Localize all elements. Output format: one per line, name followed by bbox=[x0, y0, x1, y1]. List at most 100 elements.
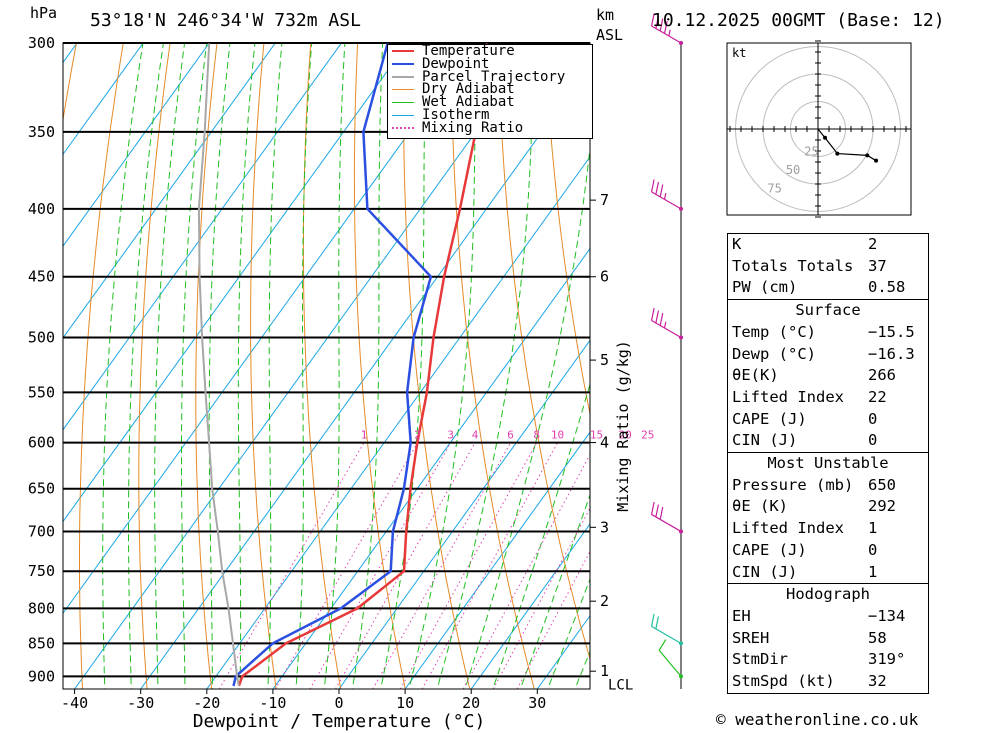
hodograph-unit-label: kt bbox=[732, 46, 746, 60]
dry-adiabat-line bbox=[79, 43, 124, 689]
x-tick-label: 0 bbox=[334, 694, 343, 712]
stmdir-row: StmDir 319° bbox=[732, 650, 906, 669]
wet-adiabat-line bbox=[323, 43, 346, 689]
asl-label: ASL bbox=[596, 26, 624, 44]
x-tick-label: 30 bbox=[528, 694, 546, 712]
wet-adiabat-line bbox=[102, 43, 144, 689]
hodograph: kt 25 50 75 bbox=[726, 40, 912, 218]
pressure-tick-label: 400 bbox=[28, 200, 55, 218]
surface-title: Surface bbox=[728, 299, 928, 322]
wind-barb bbox=[650, 307, 683, 340]
x-tick-label: -10 bbox=[259, 694, 286, 712]
mu-pressure-row: Pressure (mb) 650 bbox=[732, 475, 896, 494]
wind-barb-dot bbox=[679, 335, 683, 340]
mixing-ratio-line bbox=[516, 550, 590, 689]
pressure-tick-label: 650 bbox=[28, 480, 55, 498]
mixing-ratio-line bbox=[399, 442, 538, 689]
x-tick-label: -40 bbox=[61, 694, 88, 712]
mixing-ratio-lines bbox=[218, 442, 590, 689]
mixing-ratio-value-label: 2 bbox=[414, 429, 421, 442]
mixing-ratio-value-label: 4 bbox=[472, 429, 479, 442]
mixing-ratio-value-label: 25 bbox=[641, 429, 654, 442]
x-axis-label: Dewpoint / Temperature (°C) bbox=[193, 711, 486, 732]
km-tick-label: 3 bbox=[600, 518, 609, 536]
dry-adiabat-line bbox=[544, 43, 590, 417]
pressure-tick-label: 700 bbox=[28, 522, 55, 540]
dry-adiabat-line bbox=[138, 43, 171, 689]
wind-barb-dot bbox=[679, 529, 683, 534]
isotherm-line bbox=[470, 523, 590, 689]
totals-totals-row: Totals Totals 37 bbox=[732, 256, 887, 275]
legend-item-mixing-ratio: Mixing Ratio bbox=[388, 121, 592, 135]
lcl-label: LCL bbox=[608, 678, 633, 694]
mixing-ratio-line bbox=[462, 453, 590, 689]
isotherm-line bbox=[404, 431, 590, 689]
mixing-ratio-value-label: 6 bbox=[507, 429, 514, 442]
mixing-ratio-value-label: 8 bbox=[533, 429, 540, 442]
legend-item-isotherm: Isotherm bbox=[388, 108, 592, 122]
most-unstable-title: Most Unstable bbox=[728, 452, 928, 475]
wet-adiabat-line bbox=[380, 43, 427, 689]
mu-cin-row: CIN (J) 1 bbox=[732, 562, 878, 581]
mixing-ratio-value-label: 3 bbox=[447, 429, 454, 442]
wet-adiabat-line bbox=[154, 43, 186, 689]
pressure-tick-label: 450 bbox=[28, 268, 55, 286]
hodograph-point bbox=[874, 158, 879, 163]
dry-adiabat-line bbox=[250, 43, 277, 689]
isotherm-line bbox=[63, 43, 276, 339]
isotherm-line bbox=[338, 339, 590, 689]
km-tick-label: 7 bbox=[600, 191, 609, 209]
hodograph-ring-label: 75 bbox=[767, 181, 781, 195]
km-tick-label: 6 bbox=[600, 268, 609, 286]
wind-barb-dot bbox=[679, 206, 683, 211]
pressure-tick-label: 850 bbox=[28, 634, 55, 652]
dry-adiabat-line bbox=[195, 43, 218, 689]
wet-adiabat-line bbox=[436, 43, 535, 689]
dry-adiabat-line bbox=[450, 43, 535, 689]
location-title: 53°18'N 246°34'W 732m ASL bbox=[90, 10, 361, 31]
wet-adiabat-line bbox=[408, 43, 477, 689]
mixing-ratio-line bbox=[274, 442, 419, 689]
wet-adiabat-line bbox=[464, 143, 590, 689]
dry-adiabat-line bbox=[63, 43, 77, 123]
isotherm-line bbox=[206, 155, 590, 689]
km-tick-label: 2 bbox=[600, 592, 609, 610]
x-tick-label: 10 bbox=[396, 694, 414, 712]
pressure-tick-label: 550 bbox=[28, 383, 55, 401]
pressure-tick-label: 500 bbox=[28, 328, 55, 346]
mixing-ratio-line bbox=[421, 442, 559, 689]
wind-barb bbox=[650, 613, 683, 646]
km-tick-label: 5 bbox=[600, 351, 609, 369]
x-tick-label: -20 bbox=[193, 694, 220, 712]
pressure-tick-label: 800 bbox=[28, 599, 55, 617]
surface-cape-row: CAPE (J) 0 bbox=[732, 409, 878, 428]
dry-adiabat-line bbox=[957, 3, 1000, 695]
stmspd-row: StmSpd (kt) 32 bbox=[732, 672, 887, 691]
pressure-tick-label: 600 bbox=[28, 434, 55, 452]
wind-barbs bbox=[650, 13, 683, 689]
mixing-ratio-line bbox=[492, 507, 590, 689]
mixing-ratio-value-label: 1 bbox=[361, 429, 368, 442]
wind-barb bbox=[658, 639, 683, 679]
wind-barb-dot bbox=[679, 674, 683, 679]
isotherm-line bbox=[63, 43, 210, 247]
wind-barb bbox=[650, 179, 683, 211]
pressure-tick-label: 350 bbox=[28, 123, 55, 141]
parcel-trajectory bbox=[197, 43, 240, 687]
wind-barb bbox=[650, 501, 683, 534]
hodograph-ring-label: 25 bbox=[804, 144, 818, 158]
copyright[interactable]: © weatheronline.co.uk bbox=[716, 710, 919, 729]
isotherm-line bbox=[63, 43, 144, 156]
pressure-tick-label: 900 bbox=[28, 667, 55, 685]
profiles bbox=[197, 43, 489, 687]
hodograph-point bbox=[835, 151, 840, 156]
mixing-ratio-value-label: 15 bbox=[590, 429, 603, 442]
temperature-profile bbox=[237, 43, 489, 687]
hodograph-point bbox=[865, 153, 870, 158]
x-tick-label: 20 bbox=[462, 694, 480, 712]
isotherm-line bbox=[272, 247, 590, 689]
eh-row: EH −134 bbox=[732, 606, 906, 625]
